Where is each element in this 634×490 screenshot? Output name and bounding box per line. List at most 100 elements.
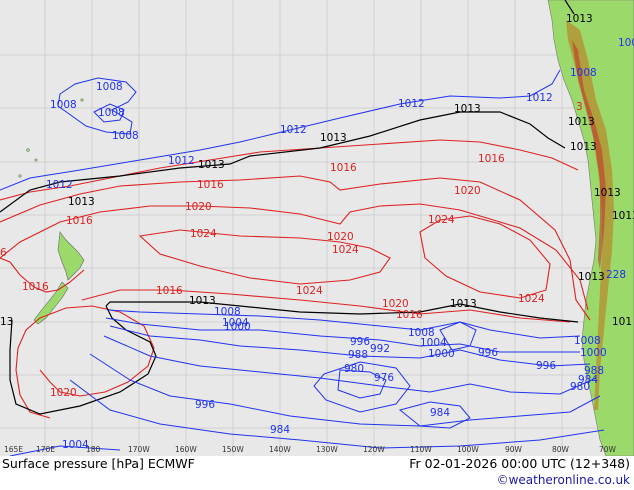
isobar-label: 1013 bbox=[566, 13, 593, 25]
isobar-label: 1000 bbox=[224, 321, 251, 333]
isobar-label: 996 bbox=[195, 399, 215, 411]
isobar-label: 1020 bbox=[327, 231, 354, 243]
isobar-label: 1013 bbox=[189, 295, 216, 307]
lon-label: 170W bbox=[128, 445, 150, 454]
isobar-label: 1012 bbox=[46, 179, 73, 191]
isobar-label: 1016 bbox=[66, 215, 93, 227]
isobar-label: 1012 bbox=[526, 92, 553, 104]
south-america-land bbox=[547, 0, 634, 457]
isobar-label: 1013 bbox=[320, 132, 347, 144]
isobar-label: 1008 bbox=[214, 306, 241, 318]
ocean-background bbox=[0, 0, 634, 456]
isobar-label: 992 bbox=[370, 343, 390, 355]
isobar-label: 1016 bbox=[478, 153, 505, 165]
isobar-label: 1000 bbox=[580, 347, 607, 359]
isobar-label: 1013 bbox=[594, 187, 621, 199]
isobar-label: 984 bbox=[578, 374, 598, 386]
credit-link[interactable]: ©weatheronline.co.uk bbox=[496, 473, 630, 487]
isobar-label: 996 bbox=[478, 347, 498, 359]
isobar-label: 1024 bbox=[190, 228, 217, 240]
isobar-labels-high: 1016 1016 1016 1016 1020 1020 1020 1024 … bbox=[0, 101, 583, 399]
isobar-label: 1020 bbox=[382, 298, 409, 310]
isobar-label: 228 bbox=[606, 269, 626, 281]
isobar-label: 3 bbox=[576, 101, 583, 113]
isobar-label: 1008 bbox=[98, 107, 125, 119]
isobar-label: 1013 bbox=[450, 298, 477, 310]
isobar-label: 1008 bbox=[408, 327, 435, 339]
isobar-label: 1004 bbox=[420, 337, 447, 349]
isobar-label: 1008 bbox=[50, 99, 77, 111]
isobar-label: 984 bbox=[430, 407, 450, 419]
lon-label: 160W bbox=[175, 445, 197, 454]
isobar-label: 1024 bbox=[332, 244, 359, 256]
isobar-label: 1004 bbox=[222, 317, 249, 329]
isobar-label: 988 bbox=[584, 365, 604, 377]
isobar-label: 13 bbox=[0, 316, 13, 328]
longitude-labels: 165E 170E 180 170W 160W 150W 140W 130W 1… bbox=[4, 445, 617, 454]
isobar-labels-low: 1008 1008 1008 1008 1008 100 1012 1012 1… bbox=[46, 37, 634, 451]
new-zealand-south-island bbox=[33, 281, 69, 325]
isobar-label: 1024 bbox=[428, 214, 455, 226]
isobar-label: 1013 bbox=[568, 116, 595, 128]
isobar-labels-1013: 1013 1013 1013 1013 1013 1013 1013 1013 … bbox=[0, 13, 634, 328]
isobar-label: 996 bbox=[350, 336, 370, 348]
isobar-label: 984 bbox=[270, 424, 290, 436]
low-pressure-isobars bbox=[0, 69, 605, 457]
isobar-label: 976 bbox=[374, 372, 394, 384]
pacific-islands bbox=[18, 98, 112, 178]
isobar-label: 1020 bbox=[185, 201, 212, 213]
isobar-label: 1013 bbox=[578, 271, 605, 283]
lon-label: 110W bbox=[410, 445, 432, 454]
lon-label: 170E bbox=[36, 445, 55, 454]
isobar-label: 1016 bbox=[22, 281, 49, 293]
map-footer: Surface pressure [hPa] ECMWF Fr 02-01-20… bbox=[0, 456, 634, 490]
new-zealand-north-island bbox=[57, 231, 85, 281]
lon-label: 70W bbox=[599, 445, 617, 454]
isobar-label: 1024 bbox=[518, 293, 545, 305]
isobar-label: 1004 bbox=[62, 439, 89, 451]
isobar-label: 1024 bbox=[296, 285, 323, 297]
isobar-label: 1013 bbox=[570, 141, 597, 153]
isobar-label: 1013 bbox=[198, 159, 225, 171]
isobar-label: 1013 bbox=[612, 210, 634, 222]
lon-label: 140W bbox=[269, 445, 291, 454]
isobar-label: 1013 bbox=[68, 196, 95, 208]
isobar-label: 1008 bbox=[574, 335, 601, 347]
isobar-label: 1016 bbox=[330, 162, 357, 174]
isobar-label: 1008 bbox=[96, 81, 123, 93]
map-title: Surface pressure [hPa] ECMWF bbox=[2, 456, 195, 471]
isobar-label: 1020 bbox=[50, 387, 77, 399]
isobar-label: 101 bbox=[612, 316, 632, 328]
lon-label: 90W bbox=[505, 445, 523, 454]
isobar-label: 1008 bbox=[570, 67, 597, 79]
isobar-label: 980 bbox=[570, 381, 590, 393]
isobar-label: 980 bbox=[344, 363, 364, 375]
isobar-label: 1012 bbox=[280, 124, 307, 136]
valid-time: Fr 02-01-2026 00:00 UTC (12+348) bbox=[409, 456, 630, 471]
lon-label: 120W bbox=[363, 445, 385, 454]
isobar-label: 1016 bbox=[197, 179, 224, 191]
lon-label: 180 bbox=[86, 445, 101, 454]
andes-peaks bbox=[572, 40, 606, 270]
isobar-label: 1012 bbox=[168, 155, 195, 167]
andes-relief bbox=[566, 20, 614, 410]
isobar-label: 1008 bbox=[112, 130, 139, 142]
isobar-label: 6 bbox=[0, 247, 7, 259]
isobar-label: 1013 bbox=[454, 103, 481, 115]
isobar-label: 1000 bbox=[428, 348, 455, 360]
isobar-label: 1020 bbox=[454, 185, 481, 197]
isobar-label: 100 bbox=[618, 37, 634, 49]
isobar-label: 988 bbox=[348, 349, 368, 361]
isobar-label: 996 bbox=[536, 360, 556, 372]
high-pressure-isobars bbox=[0, 139, 591, 419]
isobar-label: 1016 bbox=[396, 309, 423, 321]
lon-label: 165E bbox=[4, 445, 23, 454]
lat-lon-grid bbox=[0, 0, 634, 456]
lon-label: 150W bbox=[222, 445, 244, 454]
lon-label: 130W bbox=[316, 445, 338, 454]
isobar-label: 1012 bbox=[398, 98, 425, 110]
lon-label: 100W bbox=[457, 445, 479, 454]
lon-label: 80W bbox=[552, 445, 570, 454]
isobar-label: 1016 bbox=[156, 285, 183, 297]
